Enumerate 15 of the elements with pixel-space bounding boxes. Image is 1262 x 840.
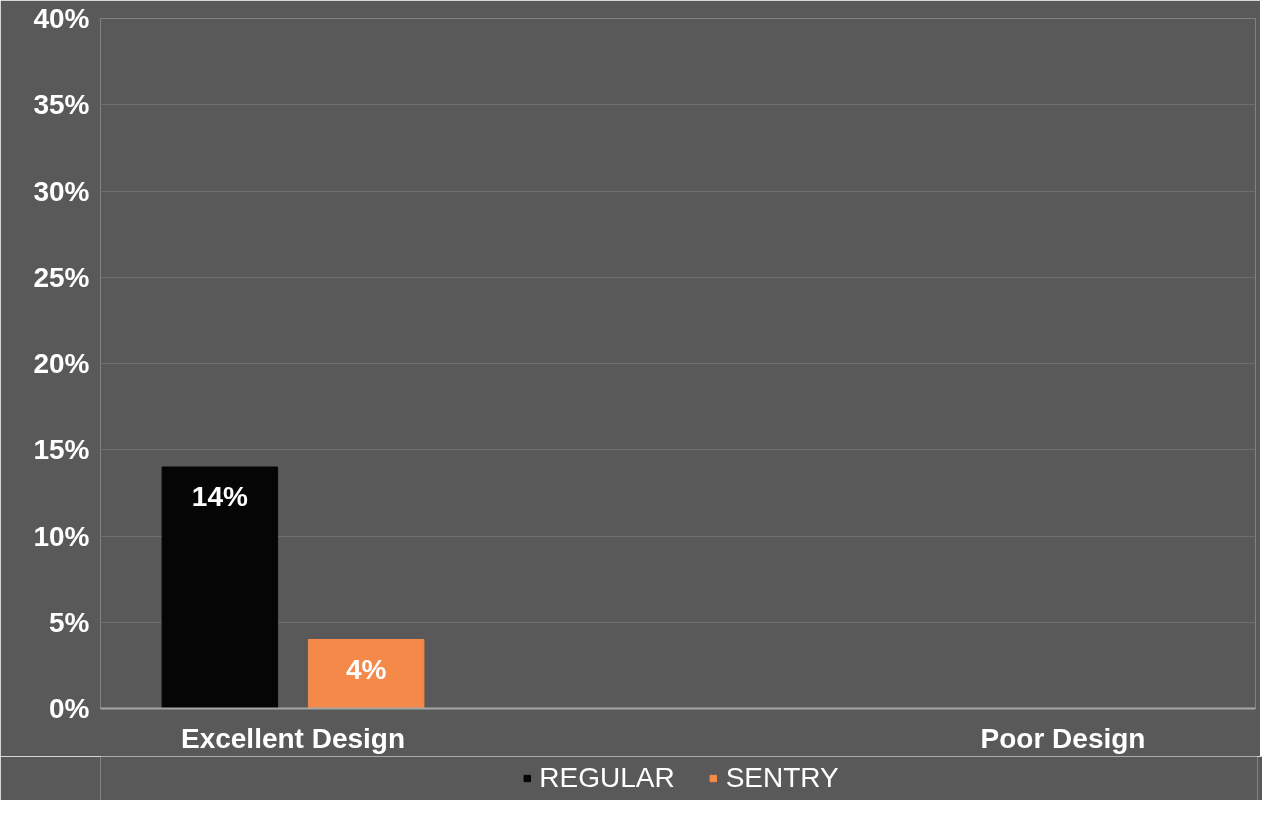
data-label: 14%: [191, 481, 248, 512]
y-tick-label: 5%: [49, 606, 90, 638]
data-label: 4%: [345, 653, 387, 685]
legend-label: REGULAR: [539, 762, 675, 794]
y-tick-label: 30%: [33, 175, 90, 207]
y-tick-label: 15%: [33, 434, 90, 466]
x-tick-label: Poor Design: [980, 722, 1146, 754]
x-tick-label: Excellent Design: [180, 722, 406, 754]
y-tick-label: 20%: [33, 348, 90, 379]
y-tick-label: 25%: [33, 261, 90, 293]
y-tick-label: 0%: [49, 693, 90, 724]
y-tick-label: 35%: [33, 89, 90, 121]
y-tick-label: 10%: [33, 520, 90, 552]
y-tick-label: 40%: [33, 3, 90, 34]
legend-label: SENTRY: [725, 762, 839, 794]
